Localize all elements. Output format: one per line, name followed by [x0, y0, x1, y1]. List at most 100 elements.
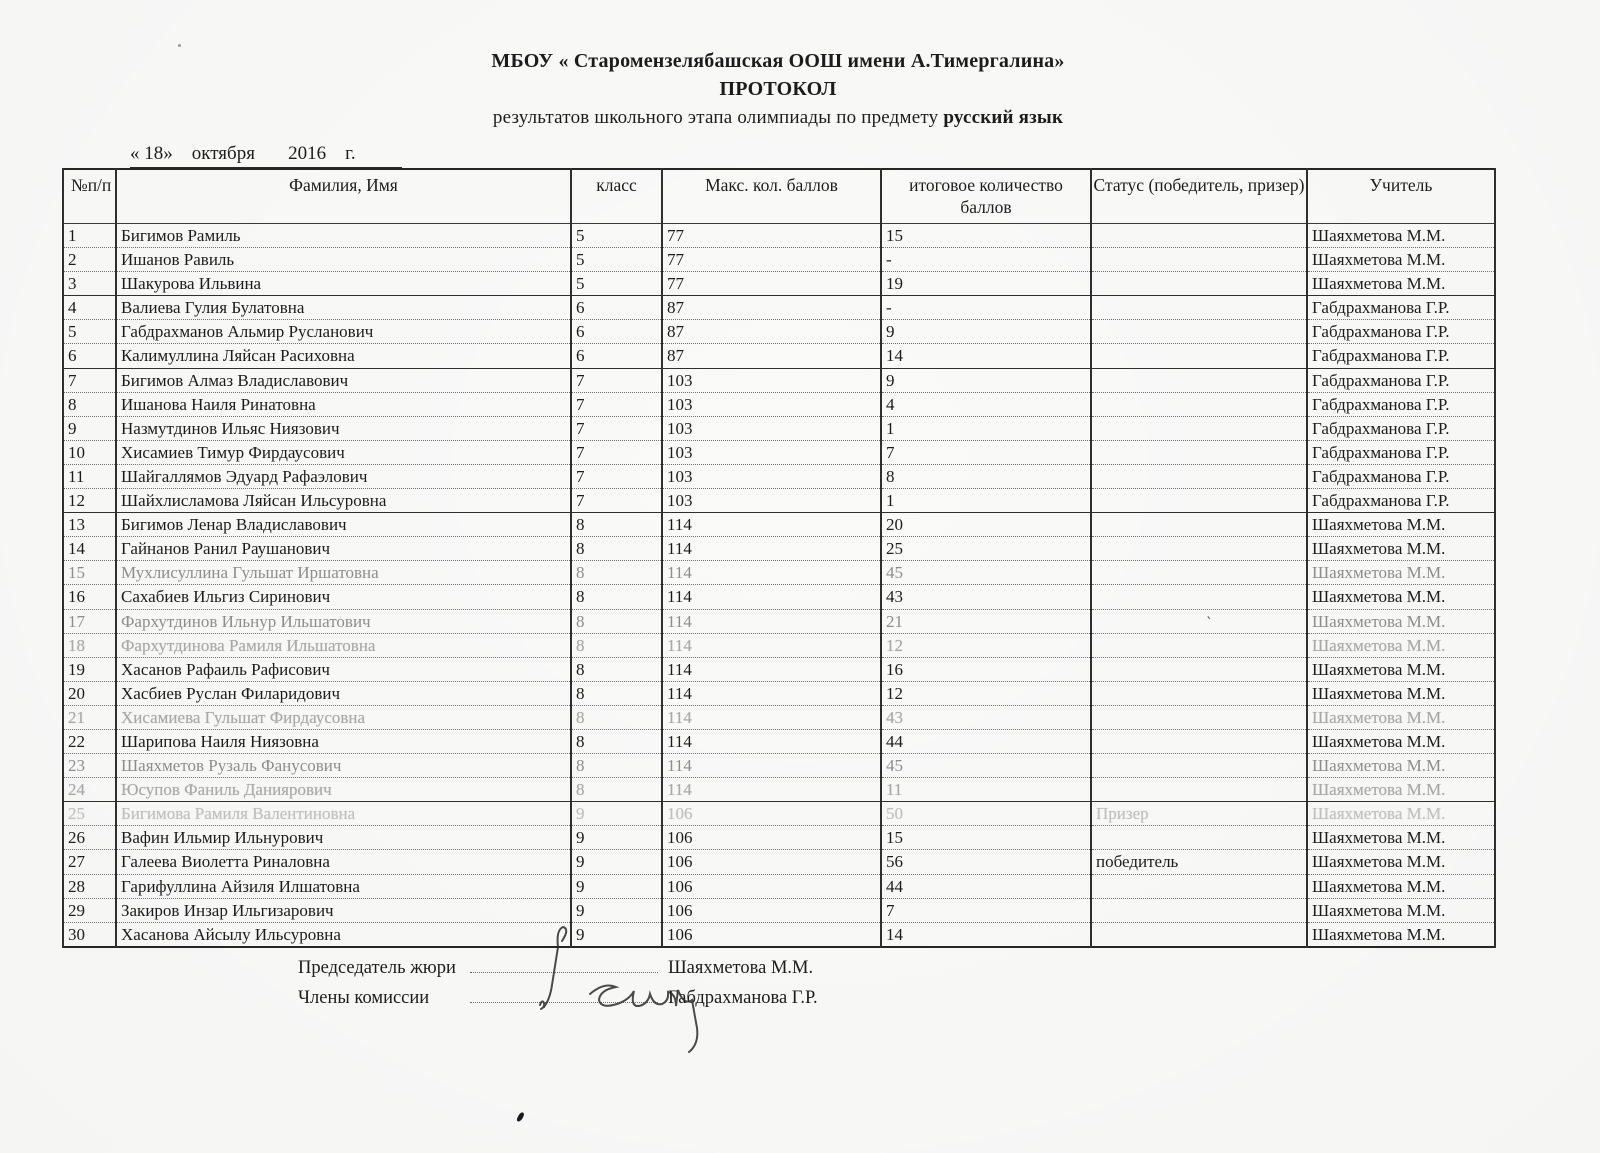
- cell-num: 17: [62, 608, 117, 634]
- cell-grade: 9: [570, 873, 663, 899]
- cell-score: 44: [880, 728, 1092, 755]
- cell-score: 12: [880, 680, 1092, 706]
- cell-num: 10: [62, 439, 117, 465]
- cell-num: 15: [62, 560, 117, 586]
- cell-name: Бигимов Алмаз Владиславович: [115, 367, 572, 393]
- cell-name: Галеева Виолетта Риналовна: [115, 849, 572, 875]
- table-row: 10 Хисамиев Тимур Фирдаусович 7 103 7 Габдрах…: [62, 439, 1496, 465]
- cell-max: 77: [661, 271, 882, 297]
- cell-num: 18: [62, 632, 117, 658]
- table-row: 24 Юсупов Фаниль Даниярович 8 114 11 Шаяхмето…: [62, 777, 1496, 803]
- cell-max: 114: [661, 656, 882, 682]
- cell-grade: 9: [570, 801, 663, 827]
- cell-name: Ишанова Наиля Ринатовна: [115, 391, 572, 417]
- cell-max: 103: [661, 391, 882, 417]
- cell-score: -: [880, 295, 1092, 321]
- cell-max: 87: [661, 295, 882, 321]
- cell-teacher: Шаяхметова М.М.: [1306, 271, 1496, 297]
- cell-grade: 5: [570, 247, 663, 273]
- cell-num: 29: [62, 897, 117, 923]
- cell-teacher: Габдрахманова Г.Р.: [1306, 391, 1496, 417]
- cell-num: 21: [62, 704, 117, 730]
- cell-name: Закиров Инзар Ильгизарович: [115, 897, 572, 923]
- cell-num: 23: [62, 753, 117, 779]
- cell-max: 114: [661, 704, 882, 730]
- cell-name: Хисамиев Тимур Фирдаусович: [115, 439, 572, 465]
- cell-grade: 6: [570, 343, 663, 369]
- table-row: 19 Хасанов Рафаиль Рафисович 8 114 16 Шаяхмет…: [62, 656, 1496, 682]
- col-header-score: итоговое количество баллов: [880, 169, 1092, 224]
- cell-max: 77: [661, 247, 882, 273]
- cell-score: 12: [880, 632, 1092, 658]
- cell-grade: 8: [570, 777, 663, 803]
- col-header-max: Макс. кол. баллов: [661, 169, 882, 224]
- cell-max: 106: [661, 873, 882, 899]
- cell-name: Шарипова Наиля Ниязовна: [115, 728, 572, 755]
- cell-score: 25: [880, 536, 1092, 562]
- doc-subtitle: результатов школьного этапа олимпиады по…: [62, 104, 1494, 131]
- table-row: 28 Гарифуллина Айзиля Илшатовна 9 106 44 Шаях…: [62, 873, 1496, 899]
- cell-score: 15: [880, 825, 1092, 851]
- cell-status: [1090, 463, 1308, 490]
- cell-grade: 8: [570, 704, 663, 730]
- cell-teacher: Шаяхметова М.М.: [1306, 704, 1496, 730]
- cell-max: 114: [661, 777, 882, 803]
- cell-num: 1: [62, 222, 117, 249]
- cell-teacher: Шаяхметова М.М.: [1306, 584, 1496, 610]
- cell-teacher: Габдрахманова Г.Р.: [1306, 463, 1496, 490]
- cell-grade: 5: [570, 271, 663, 297]
- cell-max: 106: [661, 921, 882, 948]
- cell-max: 114: [661, 560, 882, 586]
- cell-max: 106: [661, 825, 882, 851]
- cell-name: Ишанов Равиль: [115, 247, 572, 273]
- cell-teacher: Шаяхметова М.М.: [1306, 222, 1496, 249]
- cell-num: 12: [62, 488, 117, 514]
- members-signature-row: Члены комиссии Габдрахманова Г.Р.: [298, 982, 818, 1012]
- table-row: 27 Галеева Виолетта Риналовна 9 106 56 победи…: [62, 849, 1496, 875]
- cell-max: 114: [661, 584, 882, 610]
- document-header: МБОУ « Старомензелябашская ООШ имени А.Т…: [62, 48, 1494, 131]
- cell-status: [1090, 439, 1308, 465]
- cell-name: Сахабиев Ильгиз Сиринович: [115, 584, 572, 610]
- cell-max: 87: [661, 343, 882, 369]
- col-header-teacher: Учитель: [1306, 169, 1496, 224]
- cell-grade: 7: [570, 391, 663, 417]
- cell-num: 5: [62, 319, 117, 345]
- cell-max: 106: [661, 897, 882, 923]
- cell-grade: 7: [570, 367, 663, 393]
- cell-grade: 9: [570, 921, 663, 948]
- cell-grade: 8: [570, 536, 663, 562]
- cell-grade: 9: [570, 849, 663, 875]
- cell-name: Гарифуллина Айзиля Илшатовна: [115, 873, 572, 899]
- cell-max: 103: [661, 488, 882, 514]
- doc-title: ПРОТОКОЛ: [719, 78, 837, 100]
- table-row: 30 Хасанова Айсылу Ильсуровна 9 106 14 Шаяхме…: [62, 921, 1496, 948]
- cell-grade: 8: [570, 608, 663, 634]
- table-row: 21 Хисамиева Гульшат Фирдаусовна 8 114 43 Шая…: [62, 704, 1496, 730]
- cell-name: Фархутдинов Ильнур Ильшатович: [115, 608, 572, 634]
- cell-score: 14: [880, 921, 1092, 948]
- cell-score: 7: [880, 439, 1092, 465]
- cell-score: 9: [880, 367, 1092, 393]
- cell-max: 103: [661, 367, 882, 393]
- cell-teacher: Шаяхметова М.М.: [1306, 512, 1496, 538]
- cell-score: -: [880, 247, 1092, 273]
- cell-max: 106: [661, 849, 882, 875]
- cell-num: 13: [62, 512, 117, 538]
- table-row: 16 Сахабиев Ильгиз Сиринович 8 114 43 Шаяхмет…: [62, 584, 1496, 610]
- cell-score: 11: [880, 777, 1092, 803]
- cell-teacher: Шаяхметова М.М.: [1306, 777, 1496, 803]
- scan-artifact-dot: [178, 44, 181, 47]
- cell-name: Валиева Гулия Булатовна: [115, 295, 572, 321]
- cell-num: 22: [62, 728, 117, 755]
- table-row: 9 Назмутдинов Ильяс Ниязович 7 103 1 Габдрахм…: [62, 415, 1496, 441]
- cell-score: 45: [880, 753, 1092, 779]
- cell-status: [1090, 415, 1308, 441]
- members-signature-line: [470, 982, 658, 1003]
- cell-teacher: Габдрахманова Г.Р.: [1306, 439, 1496, 465]
- cell-status: [1090, 584, 1308, 610]
- cell-status: [1090, 391, 1308, 417]
- cell-num: 25: [62, 801, 117, 827]
- cell-num: 19: [62, 656, 117, 682]
- school-name: МБОУ « Старомензелябашская ООШ имени А.Т…: [491, 50, 1065, 72]
